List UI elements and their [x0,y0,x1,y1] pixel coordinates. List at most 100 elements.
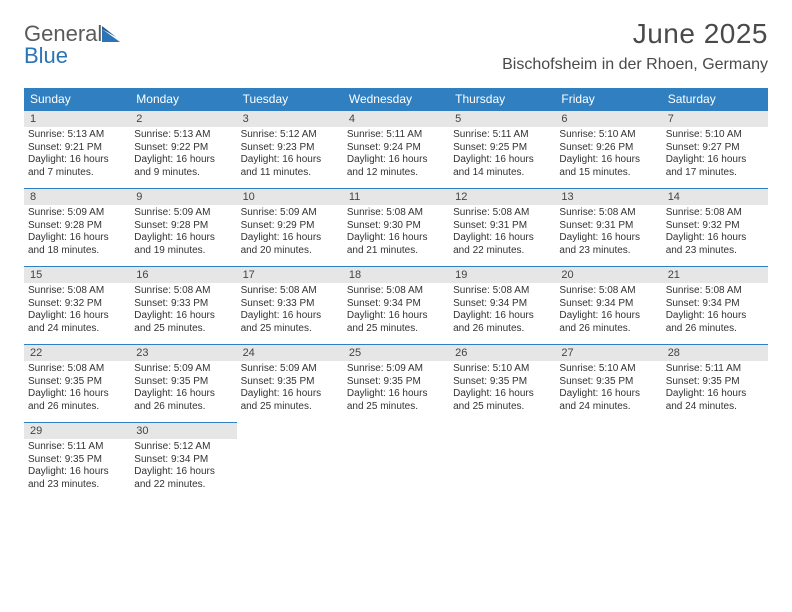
empty-cell [555,422,661,500]
day-text-line: Daylight: 16 hours [134,154,232,167]
weekday-header: Monday [130,88,236,110]
day-cell: 5Sunrise: 5:11 AMSunset: 9:25 PMDaylight… [449,110,555,188]
day-text-line: Daylight: 16 hours [28,154,126,167]
calendar-cell: 11Sunrise: 5:08 AMSunset: 9:30 PMDayligh… [343,188,449,266]
day-cell: 12Sunrise: 5:08 AMSunset: 9:31 PMDayligh… [449,188,555,266]
calendar-cell [343,422,449,500]
day-text-line: and 12 minutes. [347,167,445,180]
day-cell: 9Sunrise: 5:09 AMSunset: 9:28 PMDaylight… [130,188,236,266]
day-cell: 27Sunrise: 5:10 AMSunset: 9:35 PMDayligh… [555,344,661,422]
day-text-line: Sunrise: 5:08 AM [241,285,339,298]
day-number-bar: 11 [343,189,449,205]
day-cell: 18Sunrise: 5:08 AMSunset: 9:34 PMDayligh… [343,266,449,344]
day-number-bar: 9 [130,189,236,205]
day-text-line: Sunset: 9:32 PM [28,298,126,311]
day-number-bar: 28 [662,345,768,361]
day-number: 28 [668,347,762,359]
calendar-cell: 4Sunrise: 5:11 AMSunset: 9:24 PMDaylight… [343,110,449,188]
day-cell: 25Sunrise: 5:09 AMSunset: 9:35 PMDayligh… [343,344,449,422]
calendar-cell: 15Sunrise: 5:08 AMSunset: 9:32 PMDayligh… [24,266,130,344]
day-number-bar: 10 [237,189,343,205]
calendar-cell: 24Sunrise: 5:09 AMSunset: 9:35 PMDayligh… [237,344,343,422]
day-cell: 11Sunrise: 5:08 AMSunset: 9:30 PMDayligh… [343,188,449,266]
day-cell: 1Sunrise: 5:13 AMSunset: 9:21 PMDaylight… [24,110,130,188]
day-text-line: Daylight: 16 hours [28,232,126,245]
day-number: 2 [136,113,230,125]
day-number-bar: 22 [24,345,130,361]
empty-cell [237,422,343,500]
day-number-bar: 18 [343,267,449,283]
empty-cell [449,422,555,500]
day-text-line: Sunset: 9:34 PM [666,298,764,311]
day-text-line: Daylight: 16 hours [134,388,232,401]
calendar-row: 1Sunrise: 5:13 AMSunset: 9:21 PMDaylight… [24,110,768,188]
day-number-bar: 24 [237,345,343,361]
day-text-line: Daylight: 16 hours [28,466,126,479]
day-text-line: Daylight: 16 hours [241,232,339,245]
day-text-line: Daylight: 16 hours [666,310,764,323]
day-text-line: and 25 minutes. [347,401,445,414]
day-text-line: Sunset: 9:26 PM [559,142,657,155]
day-number: 22 [30,347,124,359]
day-text-line: Sunset: 9:35 PM [28,454,126,467]
day-text-line: and 25 minutes. [241,323,339,336]
day-text-line: Sunset: 9:31 PM [559,220,657,233]
day-text-line: Sunset: 9:33 PM [241,298,339,311]
day-cell: 26Sunrise: 5:10 AMSunset: 9:35 PMDayligh… [449,344,555,422]
day-text-line: Daylight: 16 hours [241,388,339,401]
day-text-line: and 22 minutes. [134,479,232,492]
day-text-line: Sunset: 9:33 PM [134,298,232,311]
calendar-cell: 19Sunrise: 5:08 AMSunset: 9:34 PMDayligh… [449,266,555,344]
day-number-bar: 29 [24,423,130,439]
calendar-cell: 2Sunrise: 5:13 AMSunset: 9:22 PMDaylight… [130,110,236,188]
day-text-line: Sunset: 9:35 PM [241,376,339,389]
day-text-line: Sunrise: 5:08 AM [559,285,657,298]
day-text-line: Daylight: 16 hours [559,310,657,323]
day-text-line: Sunset: 9:35 PM [134,376,232,389]
day-text-line: Daylight: 16 hours [134,310,232,323]
calendar-row: 29Sunrise: 5:11 AMSunset: 9:35 PMDayligh… [24,422,768,500]
day-text-line: Daylight: 16 hours [559,154,657,167]
day-text-line: Sunrise: 5:13 AM [28,129,126,142]
day-text-line: Sunrise: 5:13 AM [134,129,232,142]
calendar-cell [449,422,555,500]
day-number: 17 [243,269,337,281]
day-text-line: and 11 minutes. [241,167,339,180]
calendar-cell: 17Sunrise: 5:08 AMSunset: 9:33 PMDayligh… [237,266,343,344]
calendar-cell: 27Sunrise: 5:10 AMSunset: 9:35 PMDayligh… [555,344,661,422]
day-number-bar: 30 [130,423,236,439]
empty-cell [662,422,768,500]
calendar-cell [555,422,661,500]
calendar-cell: 21Sunrise: 5:08 AMSunset: 9:34 PMDayligh… [662,266,768,344]
day-text-line: Sunrise: 5:08 AM [347,207,445,220]
day-text-line: Sunset: 9:35 PM [453,376,551,389]
day-text-line: Daylight: 16 hours [347,232,445,245]
day-text-line: Sunrise: 5:08 AM [453,207,551,220]
day-text-line: Sunrise: 5:08 AM [28,363,126,376]
day-number: 9 [136,191,230,203]
logo: General Blue [24,18,124,67]
day-text-line: Sunset: 9:21 PM [28,142,126,155]
calendar-cell [662,422,768,500]
day-number-bar: 27 [555,345,661,361]
day-text-line: Sunrise: 5:09 AM [28,207,126,220]
day-text-line: Daylight: 16 hours [28,388,126,401]
day-number-bar: 20 [555,267,661,283]
day-number: 13 [561,191,655,203]
day-text-line: Daylight: 16 hours [241,154,339,167]
calendar-cell: 12Sunrise: 5:08 AMSunset: 9:31 PMDayligh… [449,188,555,266]
day-text-line: and 23 minutes. [28,479,126,492]
weekday-header: Friday [555,88,661,110]
calendar-cell: 22Sunrise: 5:08 AMSunset: 9:35 PMDayligh… [24,344,130,422]
day-cell: 23Sunrise: 5:09 AMSunset: 9:35 PMDayligh… [130,344,236,422]
day-text-line: and 15 minutes. [559,167,657,180]
day-text-line: Sunset: 9:34 PM [559,298,657,311]
day-cell: 10Sunrise: 5:09 AMSunset: 9:29 PMDayligh… [237,188,343,266]
day-text-line: Daylight: 16 hours [134,232,232,245]
day-number-bar: 21 [662,267,768,283]
calendar-cell: 30Sunrise: 5:12 AMSunset: 9:34 PMDayligh… [130,422,236,500]
month-title: June 2025 [502,18,768,50]
day-text-line: and 17 minutes. [666,167,764,180]
calendar-cell: 23Sunrise: 5:09 AMSunset: 9:35 PMDayligh… [130,344,236,422]
day-text-line: Sunrise: 5:08 AM [453,285,551,298]
